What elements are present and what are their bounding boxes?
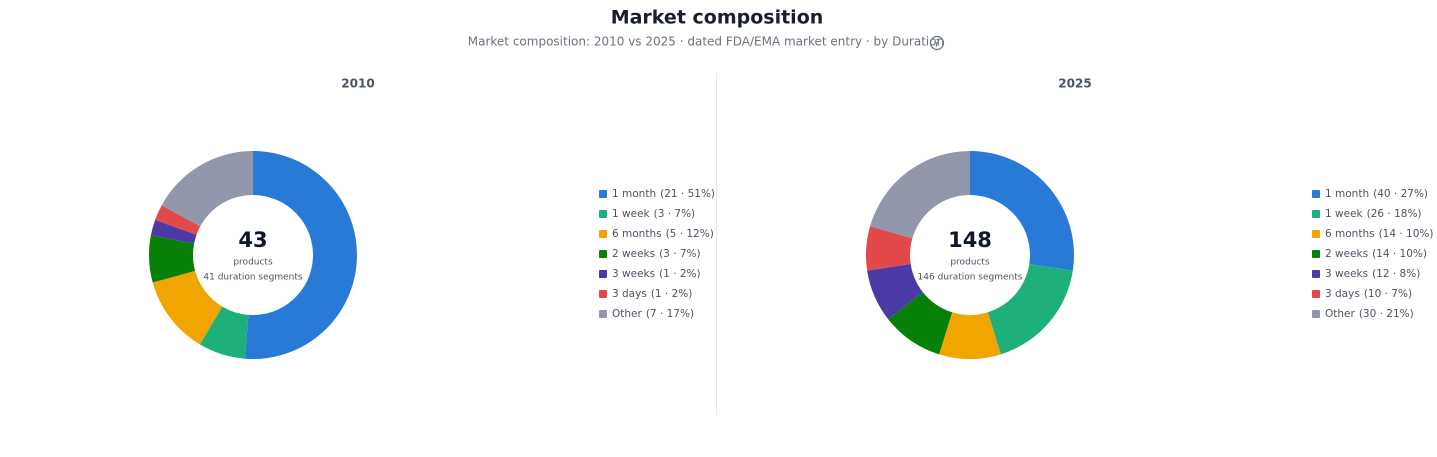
donut-slice	[150, 219, 197, 244]
legend-label: 2 weeks (3 · 7%)	[612, 248, 701, 260]
donut-slice	[152, 270, 223, 345]
center-total: 148	[948, 228, 992, 252]
legend-swatch	[1312, 290, 1320, 298]
legend-swatch	[1312, 210, 1320, 218]
donut-slice	[870, 151, 970, 239]
legend-swatch	[599, 230, 607, 238]
center-label: products	[950, 258, 990, 268]
center-note: 41 duration segments	[203, 273, 303, 283]
legend-value: (30 · 21%)	[1359, 308, 1414, 320]
legend-swatch	[599, 270, 607, 278]
legend-value: (10 · 7%)	[1364, 288, 1412, 300]
legend-label: 3 days (1 · 2%)	[612, 288, 692, 300]
legend-category: 1 week	[612, 208, 651, 220]
legend-swatch	[599, 310, 607, 318]
legend-value: (3 · 7%)	[654, 208, 696, 220]
legend-label: 3 days (10 · 7%)	[1325, 288, 1412, 300]
legend-value: (1 · 2%)	[651, 288, 693, 300]
legend-category: 1 month	[1325, 188, 1369, 200]
donut-slice	[867, 264, 923, 320]
legend-value: (40 · 27%)	[1373, 188, 1428, 200]
legend-category: 6 months	[612, 228, 662, 240]
legend-category: 2 weeks	[612, 248, 655, 260]
donut-slice	[155, 205, 201, 235]
legend-label: 6 months (5 · 12%)	[612, 228, 714, 240]
chart-title: 2025	[1058, 77, 1091, 91]
legend-value: (3 · 7%)	[659, 248, 701, 260]
legend-label: 2 weeks (14 · 10%)	[1325, 248, 1427, 260]
donut-slice	[149, 235, 196, 283]
legend-value: (1 · 2%)	[659, 268, 701, 280]
legend-swatch	[599, 190, 607, 198]
legend-label: 1 month (40 · 27%)	[1325, 188, 1428, 200]
legend-value: (26 · 18%)	[1367, 208, 1422, 220]
legend-category: 3 days	[1325, 288, 1360, 300]
legend-category: 3 days	[612, 288, 647, 300]
legend-category: 6 months	[1325, 228, 1375, 240]
legend-label: 6 months (14 · 10%)	[1325, 228, 1433, 240]
donut-slice	[245, 151, 357, 359]
donut-slice	[987, 264, 1073, 355]
legend-label: 1 week (3 · 7%)	[612, 208, 695, 220]
legend-value: (12 · 8%)	[1372, 268, 1420, 280]
legend-swatch	[599, 290, 607, 298]
info-icon[interactable]	[929, 35, 945, 51]
donut-slice	[888, 292, 953, 355]
legend-value: (5 · 12%)	[666, 228, 714, 240]
legend-label: 3 weeks (12 · 8%)	[1325, 268, 1420, 280]
chart-title: 2010	[341, 77, 374, 91]
legend-label: Other (7 · 17%)	[612, 308, 694, 320]
legend-swatch	[599, 250, 607, 258]
center-total: 43	[238, 228, 267, 252]
legend-value: (14 · 10%)	[1379, 228, 1434, 240]
legend-value: (7 · 17%)	[646, 308, 694, 320]
legend-swatch	[599, 210, 607, 218]
center-note: 146 duration segments	[918, 273, 1023, 283]
legend-category: 3 weeks	[1325, 268, 1368, 280]
donut-slice	[161, 151, 253, 227]
legend-value: (14 · 10%)	[1372, 248, 1427, 260]
legend-label: 1 week (26 · 18%)	[1325, 208, 1422, 220]
donut-slice	[939, 312, 1001, 359]
legend-value: (21 · 51%)	[660, 188, 715, 200]
legend-category: 1 month	[612, 188, 656, 200]
legend-swatch	[1312, 310, 1320, 318]
center-label: products	[233, 258, 273, 268]
legend-label: 3 weeks (1 · 2%)	[612, 268, 701, 280]
legend-category: 2 weeks	[1325, 248, 1368, 260]
legend-label: 1 month (21 · 51%)	[612, 188, 715, 200]
donut-slice	[970, 151, 1075, 271]
legend-swatch	[1312, 230, 1320, 238]
donut-slice	[199, 306, 249, 359]
legend-category: 1 week	[1325, 208, 1364, 220]
page-subtitle: Market composition: 2010 vs 2025 · dated…	[468, 35, 944, 49]
page-title: Market composition	[611, 7, 824, 29]
legend-category: Other	[612, 308, 642, 320]
legend-swatch	[1312, 270, 1320, 278]
donut-slice	[866, 226, 913, 271]
legend-category: Other	[1325, 308, 1355, 320]
legend-swatch	[1312, 190, 1320, 198]
legend-swatch	[1312, 250, 1320, 258]
legend-category: 3 weeks	[612, 268, 655, 280]
legend-label: Other (30 · 21%)	[1325, 308, 1414, 320]
